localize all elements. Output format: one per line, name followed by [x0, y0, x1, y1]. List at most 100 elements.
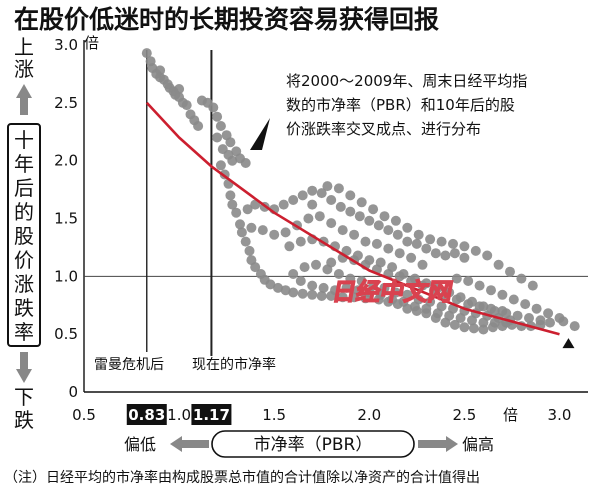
scatter-point: [459, 322, 470, 333]
y-tick-label: 0: [68, 383, 78, 401]
chart-title: 在股价低迷时的长期投资容易获得回报: [14, 5, 439, 34]
footnote: （注）日经平均的市净率由构成股票总市值的合计值除以净资产的合计值得出: [4, 469, 480, 486]
x-tick-label: 0.5: [72, 406, 96, 424]
scatter-point: [516, 273, 527, 284]
scatter-point: [345, 206, 356, 217]
scatter-point: [215, 121, 226, 131]
y-tick-label: 1.0: [54, 267, 78, 285]
annotation: 将2000～2009年、周末日经平均指 数的市净率（PBR）和10年后的股 价涨…: [286, 72, 527, 138]
y-top-char: 涨: [14, 57, 34, 81]
scatter-point: [394, 248, 405, 259]
scatter-point: [409, 301, 420, 312]
scatter-point: [449, 248, 460, 259]
scatter-point: [425, 234, 436, 245]
scatter-point: [482, 250, 493, 261]
scatter-point: [489, 317, 500, 328]
scatter-point: [413, 229, 424, 240]
scatter-point: [284, 241, 295, 252]
scatter-point: [273, 282, 283, 293]
scatter-point: [411, 238, 422, 249]
scatter-point: [330, 285, 340, 296]
scatter-point: [354, 211, 365, 222]
scatter-point: [193, 121, 204, 131]
scatter-point: [467, 315, 477, 326]
scatter-point: [227, 155, 238, 166]
scatter-point: [569, 321, 580, 332]
scatter-point: [449, 319, 460, 330]
scatter-point: [349, 229, 360, 240]
ylabel-char: 后: [14, 176, 34, 200]
y-tick-label: 1.5: [54, 210, 78, 228]
y-bottom-label: 下 跌: [14, 385, 34, 432]
scatter-point: [297, 190, 308, 201]
scatter-point: [307, 185, 318, 196]
y-tick-label: 2.0: [54, 152, 78, 170]
scatter-point: [225, 137, 236, 148]
left-arrow-icon: [170, 436, 209, 452]
y-tick-label: 0.5: [54, 325, 78, 343]
x-axis-label: 市净率（PBR）: [254, 435, 373, 455]
scatter-point: [278, 199, 289, 210]
scatter-point: [326, 218, 337, 229]
scatter-point: [181, 100, 192, 111]
scatter-point: [493, 259, 504, 270]
scatter-point: [236, 227, 247, 238]
scatter-point: [398, 296, 409, 307]
scatter-point: [554, 313, 565, 323]
scatter-point: [459, 252, 470, 263]
scatter-point: [364, 215, 375, 226]
scatter-point: [316, 291, 327, 301]
x-tick-label: 1.0: [167, 406, 191, 424]
scatter-point: [478, 324, 489, 335]
scatter-point: [250, 262, 261, 273]
scatter-point: [387, 294, 398, 305]
y-top-char: 上: [14, 35, 34, 59]
marker-current-label: 现在的市净率: [192, 356, 276, 373]
scatter-point: [451, 273, 462, 284]
scatter-point: [299, 262, 310, 273]
scatter-point: [337, 292, 348, 303]
scatter-point: [318, 282, 329, 293]
scatter-point: [402, 236, 413, 247]
scatter-point: [356, 276, 367, 286]
trend-end-marker-icon: [562, 338, 575, 349]
annotation-line: 数的市净率（PBR）和10年后的股: [286, 96, 515, 114]
annotation-pointer-icon: [250, 118, 270, 150]
ylabel-char: 年: [14, 152, 34, 176]
scatter-point: [531, 303, 542, 314]
trend-line: [145, 101, 560, 336]
scatter-point: [288, 287, 299, 298]
scatter-point: [459, 241, 470, 252]
scatter-point: [240, 158, 251, 168]
scatter-point: [162, 79, 173, 90]
x-unit-label: 倍: [503, 406, 518, 424]
scatter-point: [212, 111, 223, 122]
scatter-point: [240, 236, 251, 247]
scatter-point: [379, 211, 390, 222]
scatter-point: [383, 225, 394, 236]
scatter-point: [440, 289, 451, 300]
y-bottom-char: 跌: [14, 408, 34, 432]
scatter-point: [394, 271, 405, 282]
x-tick-label: 1.5: [262, 406, 286, 424]
scatter-point: [428, 285, 439, 296]
scatter-point: [520, 299, 531, 310]
scatter-point: [235, 219, 245, 230]
scatter-point: [497, 289, 508, 300]
ylabel-char: 的: [14, 200, 34, 224]
scatter-point: [295, 276, 306, 286]
scatter-point: [486, 303, 496, 314]
y-tick-label: 3.0: [54, 36, 78, 54]
down-arrow-icon: [16, 352, 32, 383]
x-tick-label: 2.0: [357, 406, 381, 424]
scatter-point: [512, 310, 523, 321]
right-arrow-icon: [418, 436, 458, 452]
x-tick-label: 0.83: [128, 406, 165, 424]
y-axis-label-box: [7, 123, 41, 347]
scatter-point: [208, 102, 219, 113]
scatter-point: [337, 225, 348, 236]
scatter-point: [392, 229, 403, 240]
x-tick-highlight-box: [126, 404, 167, 425]
scatter-point: [265, 279, 276, 290]
scatter-point: [451, 294, 462, 305]
